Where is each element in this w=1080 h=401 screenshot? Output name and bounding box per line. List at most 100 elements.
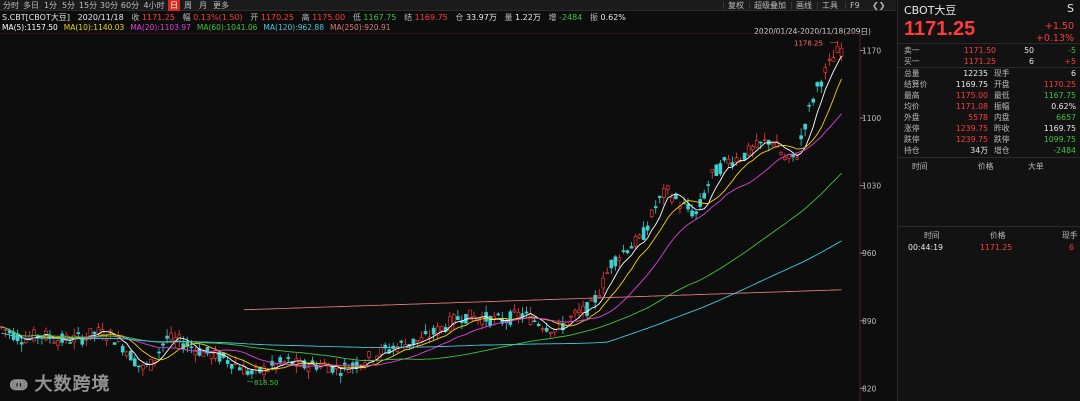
- period-tab-9[interactable]: 周: [184, 1, 192, 10]
- toolbar-button-2[interactable]: 画线: [796, 1, 812, 10]
- candle-body: [516, 312, 521, 318]
- stat-value: -2484: [1053, 146, 1076, 155]
- candle-body: [605, 272, 610, 274]
- panel-flag: S: [1067, 2, 1074, 15]
- period-tab-10[interactable]: 月: [199, 1, 207, 10]
- stat-row: 涨停 1239.75 昨收 1169.75: [898, 124, 1080, 134]
- candle-body: [532, 320, 537, 323]
- candle-body: [779, 152, 783, 155]
- candle-body: [447, 316, 452, 331]
- hold-label: 仓: [455, 13, 464, 22]
- candle-body: [641, 227, 646, 240]
- candle-body: [141, 364, 145, 370]
- candle-body: [246, 370, 250, 375]
- stat-label: 外盘: [904, 113, 920, 122]
- candle-body: [670, 197, 674, 203]
- candle-body: [726, 158, 731, 165]
- stat-value: 1239.75: [955, 135, 988, 144]
- candle-body: [209, 352, 214, 360]
- amplitude-value: 0.62%: [600, 13, 626, 22]
- toolbar-button-1[interactable]: 超级叠加: [754, 1, 786, 10]
- candle-body: [347, 368, 351, 374]
- period-tab-6[interactable]: 60分: [120, 1, 140, 10]
- candle-body: [439, 326, 444, 331]
- candle-body: [633, 236, 638, 247]
- candle-body: [68, 342, 72, 344]
- stat-value: 1099.75: [1043, 135, 1076, 144]
- candle-body: [706, 184, 711, 186]
- change-label: 幅: [182, 13, 191, 22]
- candle-body: [96, 327, 101, 334]
- tick-header: 现手: [1062, 231, 1078, 240]
- period-tab-8[interactable]: 日: [168, 0, 180, 11]
- period-tab-5[interactable]: 30分: [99, 1, 119, 10]
- stat-row: 跌停 1239.75 跌停 1099.75: [898, 135, 1080, 145]
- candlestick-chart[interactable]: 1170 1100 1030 960 890 820 1178.25 818.50: [0, 33, 896, 401]
- close-value: 1171.25: [141, 13, 175, 22]
- candle-body: [690, 210, 694, 217]
- candle-body: [205, 346, 210, 354]
- open-value: 1170.25: [260, 13, 294, 22]
- candle-body: [124, 351, 129, 357]
- orderbook-row: 卖一 1171.50 50 -5: [898, 46, 1080, 56]
- stat-row: 外盘 5578 内盘 6657: [898, 113, 1080, 123]
- toolbar-button-0[interactable]: 复权: [728, 1, 744, 10]
- stat-row: 持仓 34万 增仓 -2484: [898, 146, 1080, 156]
- candle-body: [528, 314, 533, 325]
- candle-body: [415, 340, 420, 343]
- candle-body: [294, 358, 299, 367]
- candle-body: [92, 331, 97, 335]
- candle-body: [120, 345, 125, 353]
- candle-body: [686, 204, 690, 210]
- settle-label: 结: [404, 13, 413, 22]
- candle-body: [456, 316, 460, 320]
- candle-body: [355, 361, 359, 369]
- candle-body: [399, 340, 404, 343]
- toolbar-button-3[interactable]: 工具: [822, 1, 838, 10]
- candle-body: [326, 365, 331, 373]
- period-tab-0[interactable]: 分时: [3, 1, 19, 10]
- ma-legend-item: MA(5):1157.50: [2, 23, 58, 32]
- candle-body: [306, 367, 311, 372]
- quote-symbol: S.CBT[CBOT大豆]: [2, 13, 70, 22]
- candle-body: [758, 141, 763, 144]
- toolbar-separator: [749, 2, 750, 9]
- candle-body: [823, 67, 828, 73]
- stat-label: 均价: [904, 102, 920, 111]
- candle-body: [694, 211, 698, 215]
- candle-body: [565, 321, 569, 326]
- stat-label: 内盘: [994, 113, 1010, 122]
- candle-body: [561, 323, 565, 331]
- period-tab-4[interactable]: 15分: [78, 1, 98, 10]
- candle-body: [754, 140, 759, 148]
- amplitude-label: 振: [589, 13, 598, 22]
- candle-body: [714, 164, 719, 176]
- candle-body: [621, 250, 626, 252]
- candle-body: [128, 350, 133, 361]
- stat-value: 1170.25: [1043, 80, 1076, 89]
- candle-body: [577, 309, 581, 313]
- period-tab-1[interactable]: 多日: [23, 1, 39, 10]
- candle-body: [746, 145, 751, 156]
- ma-line-250: [243, 289, 842, 311]
- stat-value: 1169.75: [955, 80, 988, 89]
- candle-body: [508, 311, 513, 325]
- candle-body: [351, 362, 355, 367]
- candle-body: [831, 57, 836, 62]
- stat-label: 增仓: [994, 146, 1010, 155]
- candle-body: [435, 326, 440, 336]
- candle-body: [157, 351, 161, 354]
- period-tab-7[interactable]: 4小时: [143, 1, 165, 10]
- period-tab-11[interactable]: 更多: [213, 1, 229, 10]
- candle-body: [649, 209, 654, 218]
- low-marker-label: 818.50: [254, 379, 279, 387]
- period-tab-3[interactable]: 5分: [61, 1, 76, 10]
- stat-label: 涨停: [904, 124, 920, 133]
- candle-body: [524, 311, 529, 314]
- tick-header: 价格: [990, 231, 1006, 240]
- nav-arrows-icon[interactable]: ❮❯: [872, 1, 886, 10]
- period-tab-2[interactable]: 1分: [43, 1, 58, 10]
- high-label: 高: [301, 13, 310, 22]
- candle-body: [250, 370, 254, 375]
- toolbar-button-4[interactable]: F9: [850, 1, 860, 10]
